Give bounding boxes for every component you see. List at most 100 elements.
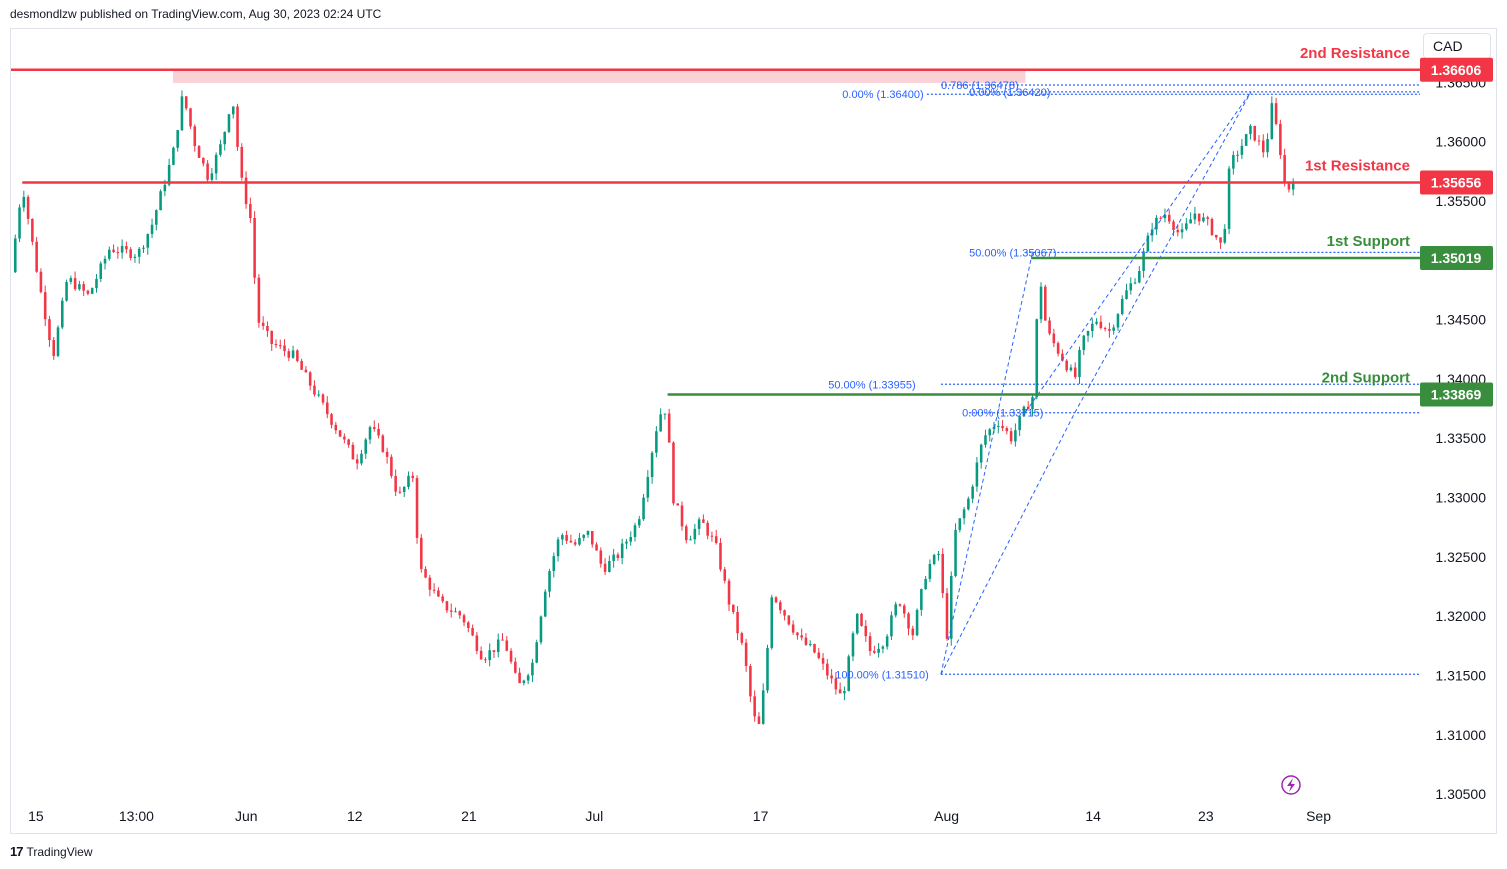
candle-body <box>133 256 137 258</box>
candle-body <box>1099 321 1103 329</box>
candle-body <box>364 439 368 454</box>
candle-body <box>740 633 744 643</box>
candle-body <box>1095 321 1098 324</box>
candle-body <box>578 537 581 545</box>
candle-body <box>1142 251 1145 271</box>
candle-body <box>125 246 128 250</box>
candle-body <box>941 553 945 594</box>
candle-body <box>693 528 697 540</box>
candle-body <box>603 563 607 572</box>
candle-body <box>184 96 188 109</box>
candle-body <box>902 605 906 614</box>
candle-body <box>22 196 26 208</box>
candle-body <box>838 689 842 694</box>
candle-body <box>325 402 329 415</box>
candle-body <box>1069 367 1073 371</box>
candle-body <box>467 622 470 629</box>
candle-body <box>253 218 256 278</box>
candle-body <box>1026 406 1030 410</box>
fib-label: 0.00% (1.36400) <box>842 89 923 101</box>
candle-body <box>103 258 107 264</box>
x-tick-label: Aug <box>934 808 959 824</box>
x-tick-label: 23 <box>1198 808 1214 824</box>
candle-body <box>932 554 936 565</box>
candle-body <box>1180 229 1184 233</box>
candle-body <box>556 539 560 557</box>
candle-body <box>129 249 132 258</box>
candle-body <box>1257 140 1261 142</box>
candle-body <box>1056 343 1060 354</box>
candle-body <box>1082 335 1086 350</box>
candle-body <box>706 522 709 536</box>
candle-body <box>1001 425 1004 429</box>
x-tick-label: 12 <box>347 808 363 824</box>
candle-body <box>1125 290 1128 299</box>
candle-body <box>120 246 124 253</box>
y-tick-label: 1.32000 <box>1435 608 1486 624</box>
candle-body <box>697 519 701 529</box>
candle-body <box>48 319 51 341</box>
candle-body <box>428 577 432 590</box>
candle-body <box>462 615 466 623</box>
chart-frame[interactable] <box>10 28 1497 834</box>
candle-body <box>971 486 974 499</box>
candle-body <box>227 114 231 132</box>
price-tag-value: 1.36606 <box>1431 62 1482 78</box>
candle-body <box>287 351 291 358</box>
x-tick-label: Sep <box>1306 808 1331 824</box>
candle-body <box>373 427 376 429</box>
candle-body <box>116 252 120 254</box>
candle-body <box>779 602 782 611</box>
tradingview-logo-icon: 17 <box>10 844 24 859</box>
candle-body <box>945 593 949 639</box>
candle-body <box>334 424 338 431</box>
y-tick-label: 1.36000 <box>1435 134 1486 150</box>
candle-body <box>26 196 30 219</box>
candle-body <box>667 413 671 443</box>
candle-body <box>1287 183 1291 190</box>
candle-body <box>514 661 517 673</box>
currency-label[interactable]: CAD <box>1423 33 1491 59</box>
candle-body <box>214 154 218 174</box>
candle-body <box>377 428 380 436</box>
candle-body <box>1172 221 1175 231</box>
price-tag-value: 1.33869 <box>1431 386 1482 402</box>
candle-body <box>928 564 932 579</box>
candle-body <box>1176 230 1180 233</box>
candle-body <box>663 413 667 415</box>
candle-body <box>159 191 162 211</box>
candle-body <box>890 615 893 637</box>
candle-body <box>1035 319 1039 398</box>
candle-body <box>1018 416 1021 431</box>
candle-body <box>150 224 154 235</box>
candle-body <box>655 431 658 453</box>
candle-body <box>398 491 402 493</box>
fib-label: 0.00% (1.36420) <box>969 87 1050 99</box>
candle-body <box>629 537 633 542</box>
candle-body <box>43 292 47 320</box>
candle-body <box>202 157 205 164</box>
candle-body <box>266 325 269 331</box>
candle-body <box>321 394 325 403</box>
candle-body <box>518 672 521 684</box>
price-tag <box>1420 382 1493 407</box>
candle-body <box>988 429 992 436</box>
candle-body <box>685 526 688 541</box>
candle-body <box>672 442 675 504</box>
candle-body <box>471 628 474 636</box>
candle-body <box>774 597 778 603</box>
y-tick-label: 1.31500 <box>1435 667 1486 683</box>
x-tick-label: 17 <box>753 808 769 824</box>
candle-body <box>535 642 538 663</box>
candle-body <box>1138 270 1141 283</box>
candle-body <box>1189 219 1192 224</box>
candle-body <box>599 550 603 564</box>
candle-body <box>270 330 273 344</box>
candle-body <box>543 591 547 617</box>
candle-body <box>99 263 103 279</box>
footer-branding[interactable]: 17 TradingView <box>10 844 93 859</box>
candle-body <box>475 635 479 651</box>
candle-body <box>565 535 568 541</box>
candle-body <box>620 543 624 558</box>
